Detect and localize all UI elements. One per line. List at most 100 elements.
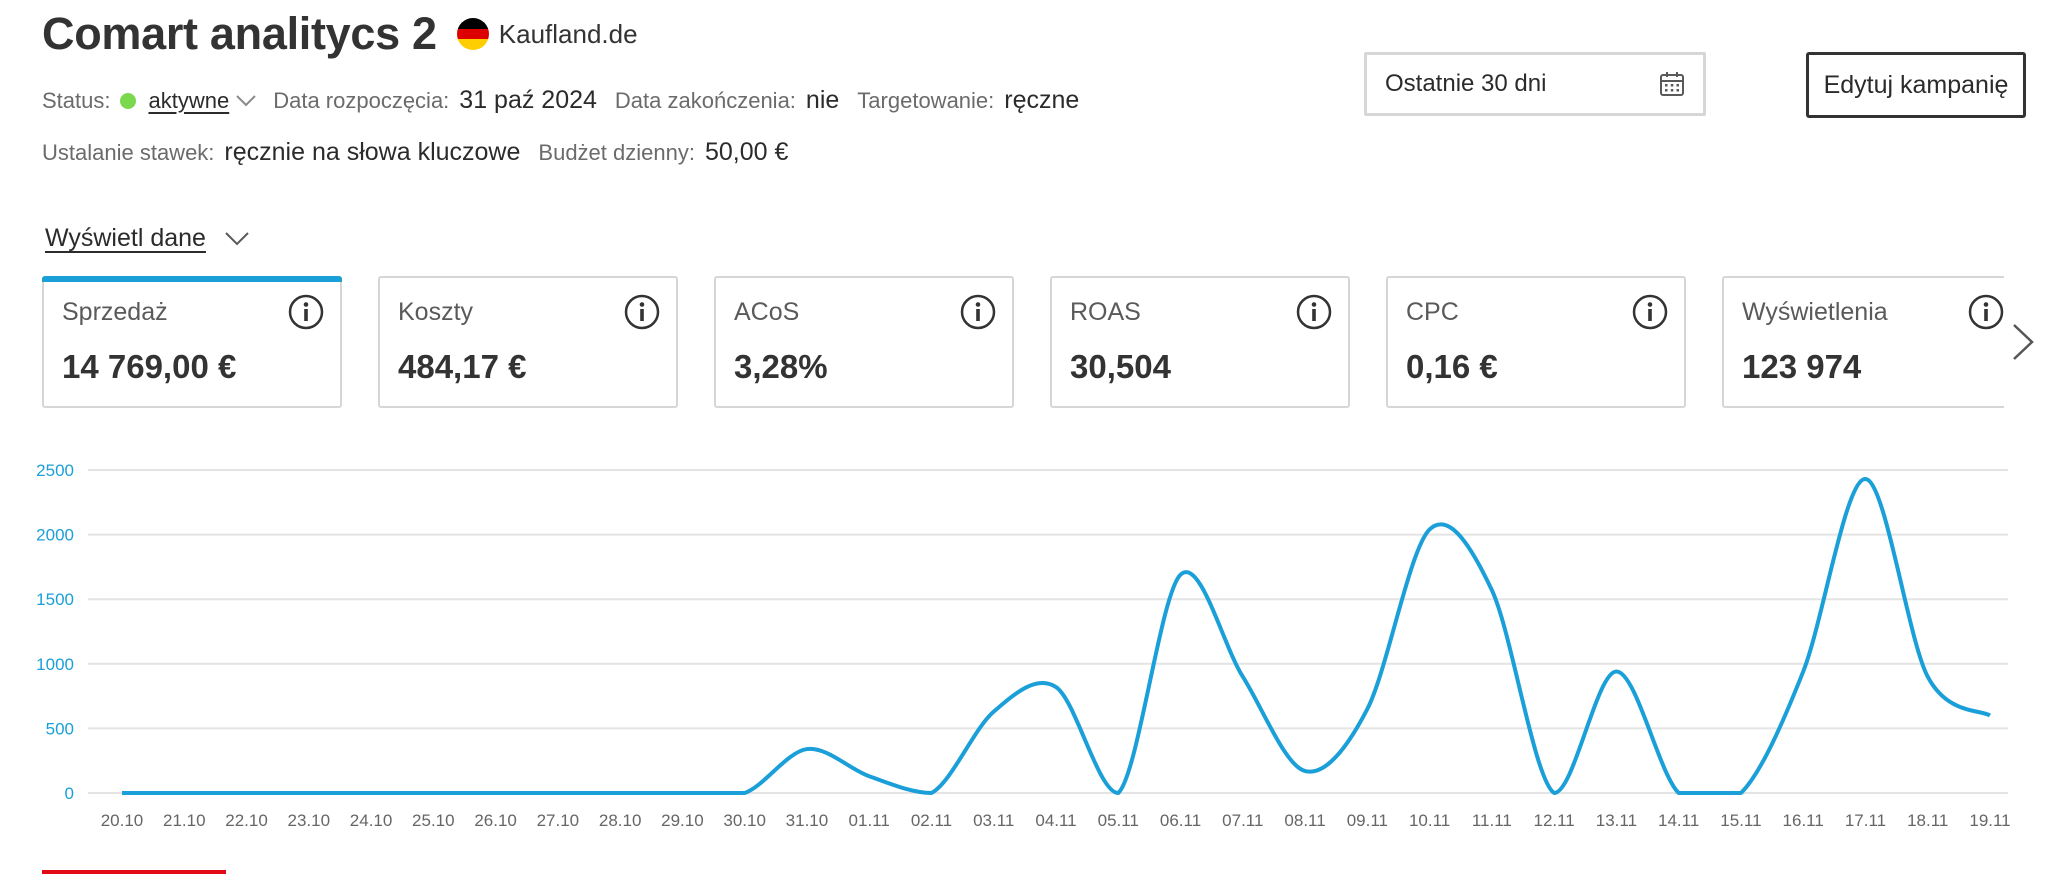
data-point[interactable]	[1175, 569, 1187, 581]
data-point[interactable]	[303, 787, 315, 799]
targeting-label: Targetowanie:	[857, 87, 995, 113]
page-title: Comart analitycs 2	[42, 8, 437, 59]
data-point[interactable]	[1112, 787, 1124, 799]
chevron-down-icon	[225, 231, 249, 245]
start-date-value: 31 paź 2024	[459, 86, 597, 114]
x-tick-label: 31.10	[786, 811, 829, 830]
kpi-value: 14 769,00 €	[62, 348, 237, 385]
x-tick-label: 17.11	[1845, 811, 1886, 830]
show-data-toggle[interactable]: Wyświetl dane	[45, 224, 250, 253]
data-point[interactable]	[1673, 787, 1685, 799]
data-point[interactable]	[988, 706, 1000, 718]
kpi-card-costs[interactable]: Koszty 484,17 €	[378, 276, 678, 408]
kpi-value: 0,16 €	[1406, 348, 1498, 385]
kpi-card-impressions[interactable]: Wyświetlenia 123 974	[1722, 276, 2004, 408]
campaign-meta-row-1: Status: aktywne Data rozpoczęcia: 31 paź…	[42, 86, 1097, 115]
x-tick-label: 29.10	[661, 811, 704, 830]
sales-series-line	[122, 477, 1992, 795]
header: Comart analitycs 2 Kaufland.de	[42, 8, 638, 60]
targeting-value: ręczne	[1004, 86, 1080, 114]
end-date-label: Data zakończenia:	[614, 87, 796, 113]
show-data-label: Wyświetl dane	[45, 224, 206, 252]
data-point[interactable]	[1797, 666, 1809, 678]
data-point[interactable]	[614, 787, 626, 799]
edit-campaign-button[interactable]: Edytuj kampanię	[1806, 52, 2026, 118]
info-icon[interactable]	[1968, 294, 2004, 330]
x-tick-label: 13.11	[1596, 811, 1637, 830]
germany-flag-icon	[456, 18, 489, 50]
data-point[interactable]	[1050, 681, 1062, 693]
data-point[interactable]	[1299, 765, 1311, 777]
data-point[interactable]	[1486, 584, 1498, 596]
kpi-card-cpc[interactable]: CPC 0,16 €	[1386, 276, 1686, 408]
chevron-right-icon[interactable]	[2010, 322, 2036, 362]
status-label: Status:	[42, 87, 111, 113]
start-date-label: Data rozpoczęcia:	[273, 87, 450, 113]
info-icon[interactable]	[288, 294, 324, 330]
data-point[interactable]	[739, 787, 751, 799]
data-point[interactable]	[1922, 671, 1934, 683]
data-point[interactable]	[863, 770, 875, 782]
kpi-name: Koszty	[398, 298, 474, 326]
kpi-name: CPC	[1406, 298, 1459, 326]
y-tick-label: 0	[65, 784, 74, 803]
data-point[interactable]	[178, 787, 190, 799]
data-point[interactable]	[1735, 787, 1747, 799]
y-tick-label: 2500	[36, 461, 74, 480]
x-tick-label: 23.10	[288, 811, 331, 830]
date-range-picker[interactable]: Ostatnie 30 dni	[1364, 52, 1706, 116]
active-section-indicator	[42, 870, 226, 874]
data-point[interactable]	[1237, 671, 1249, 683]
x-tick-label: 27.10	[537, 811, 580, 830]
data-point[interactable]	[1548, 787, 1560, 799]
x-tick-label: 04.11	[1035, 811, 1076, 830]
info-icon[interactable]	[624, 294, 660, 330]
data-point[interactable]	[427, 787, 439, 799]
data-point[interactable]	[801, 743, 813, 755]
bidding-value: ręcznie na słowa kluczowe	[224, 138, 521, 166]
y-tick-label: 1500	[36, 590, 74, 609]
bidding-label: Ustalanie stawek:	[42, 139, 215, 165]
data-point[interactable]	[1610, 666, 1622, 678]
x-tick-label: 28.10	[599, 811, 642, 830]
x-tick-label: 11.11	[1472, 811, 1512, 830]
kpi-card-acos[interactable]: ACoS 3,28%	[714, 276, 1014, 408]
chevron-down-icon[interactable]	[235, 94, 257, 108]
status-active-dot-icon	[120, 92, 137, 109]
y-tick-label: 1000	[36, 655, 74, 674]
x-tick-label: 21.10	[163, 811, 206, 830]
x-tick-label: 02.11	[911, 811, 952, 830]
daily-budget-label: Budżet dzienny:	[538, 139, 695, 165]
data-point[interactable]	[241, 787, 253, 799]
data-point[interactable]	[1361, 703, 1373, 715]
end-date-value: nie	[805, 86, 840, 114]
data-point[interactable]	[552, 787, 564, 799]
marketplace-name: Kaufland.de	[498, 18, 638, 49]
x-tick-label: 18.11	[1907, 811, 1948, 830]
info-icon[interactable]	[1296, 294, 1332, 330]
kpi-name: Wyświetlenia	[1742, 298, 1888, 326]
x-tick-label: 14.11	[1658, 811, 1699, 830]
data-point[interactable]	[1424, 523, 1436, 535]
info-icon[interactable]	[1632, 294, 1668, 330]
kpi-value: 123 974	[1742, 348, 1862, 385]
x-tick-label: 24.10	[350, 811, 393, 830]
data-point[interactable]	[116, 787, 128, 799]
x-tick-label: 25.10	[412, 811, 455, 830]
data-point[interactable]	[925, 787, 937, 799]
campaign-meta-row-2: Ustalanie stawek: ręcznie na słowa klucz…	[42, 138, 806, 167]
sales-line-chart: 0 500 1000 1500 2000 2500 20.10 21.10 22.10 23.10…	[36, 461, 2010, 830]
kpi-card-sales[interactable]: Sprzedaż 14 769,00 €	[42, 276, 342, 408]
date-range-value: Ostatnie 30 dni	[1385, 70, 1547, 97]
data-point[interactable]	[1859, 473, 1871, 485]
x-tick-label: 15.11	[1720, 811, 1761, 830]
kpi-card-roas[interactable]: ROAS 30,504	[1050, 276, 1350, 408]
info-icon[interactable]	[960, 294, 996, 330]
x-tick-label: 10.11	[1409, 811, 1450, 830]
x-tick-label: 16.11	[1783, 811, 1824, 830]
data-point[interactable]	[676, 787, 688, 799]
data-point[interactable]	[365, 787, 377, 799]
data-point[interactable]	[490, 787, 502, 799]
data-point[interactable]	[1984, 709, 1996, 721]
status-dropdown[interactable]: aktywne	[148, 87, 230, 113]
